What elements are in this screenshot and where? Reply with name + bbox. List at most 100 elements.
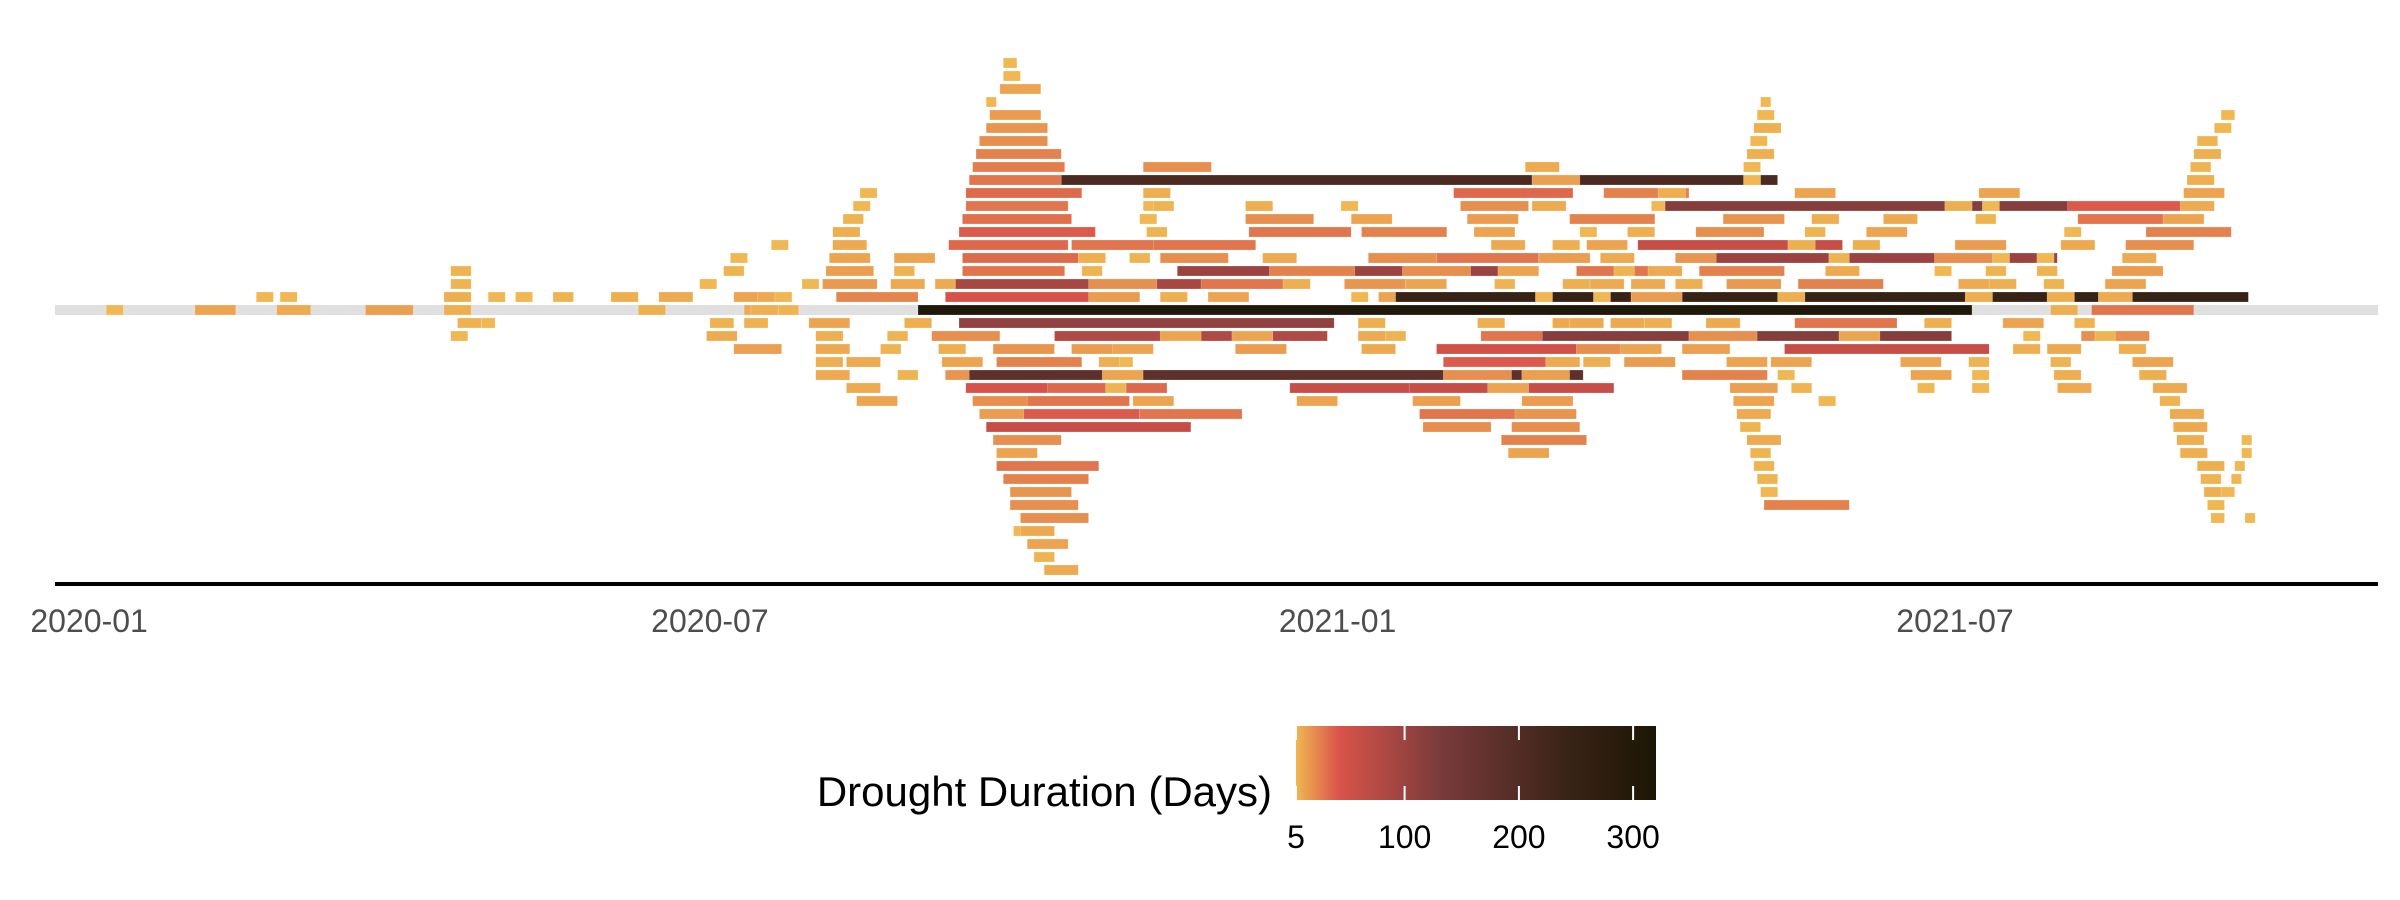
drought-event-bar — [1954, 239, 2007, 251]
drought-event-bar — [1020, 512, 1089, 524]
drought-event-bar — [1081, 265, 1103, 277]
drought-event-bar — [1569, 213, 1656, 225]
drought-event-bar — [2057, 382, 2092, 394]
drought-event-bar — [1613, 265, 1635, 277]
drought-event-bar — [1804, 226, 1826, 238]
drought-event-bar — [897, 369, 919, 381]
drought-event-bar — [825, 265, 875, 277]
drought-event-bar — [962, 252, 1079, 264]
drought-event-bar — [1698, 265, 1785, 277]
drought-event-bar — [1436, 252, 1540, 264]
drought-event-bar — [835, 291, 919, 303]
drought-event-bar — [1630, 278, 1666, 290]
drought-event-bar — [999, 83, 1042, 95]
drought-event-bar — [1627, 226, 1656, 238]
drought-event-bar — [1917, 382, 1935, 394]
drought-event-bar — [658, 291, 694, 303]
drought-event-bar — [2053, 369, 2082, 381]
drought-event-bar — [1777, 369, 1795, 381]
drought-event-bar — [1978, 187, 2021, 199]
drought-event-bar — [1982, 200, 2000, 212]
drought-event-bar — [2162, 213, 2205, 225]
drought-event-bar — [2043, 278, 2065, 290]
drought-event-bar — [941, 356, 984, 368]
drought-event-bar — [1026, 538, 1069, 550]
drought-event-bar — [880, 343, 902, 355]
drought-event-bar — [2179, 200, 2215, 212]
drought-event-bar — [859, 187, 878, 199]
drought-event-bar — [2220, 486, 2236, 498]
drought-event-bar — [365, 304, 414, 316]
drought-event-bar — [979, 135, 1048, 147]
drought-event-bar — [2098, 291, 2133, 303]
drought-event-bar — [1777, 291, 1806, 303]
drought-event-bars — [105, 57, 2256, 576]
drought-event-bar — [890, 278, 926, 290]
drought-event-bar — [965, 187, 1083, 199]
drought-event-bar — [1545, 356, 1581, 368]
color-legend: Drought Duration (Days) 5 100 200 300 — [817, 726, 1660, 855]
drought-event-bar — [1760, 486, 1778, 498]
drought-event-bar — [2094, 330, 2116, 342]
drought-event-bar — [962, 265, 1066, 277]
drought-event-bar — [1262, 252, 1297, 264]
drought-event-bar — [1443, 369, 1512, 381]
drought-event-bar — [1245, 213, 1314, 225]
drought-event-bar — [1207, 291, 1250, 303]
drought-event-bar — [1610, 317, 1645, 329]
drought-event-bar — [457, 317, 482, 329]
drought-event-bar — [1794, 187, 1836, 199]
drought-event-bar — [1153, 239, 1257, 251]
drought-event-bar — [1088, 291, 1141, 303]
drought-event-bar — [1159, 330, 1202, 342]
drought-event-bar — [832, 239, 868, 251]
drought-event-bar — [1657, 187, 1686, 199]
drought-event-bar — [2210, 512, 2225, 524]
drought-event-bar — [1119, 356, 1134, 368]
drought-event-bar — [1722, 213, 1785, 225]
drought-event-bar — [2173, 421, 2208, 433]
drought-event-bar — [2046, 343, 2082, 355]
drought-event-bar — [2022, 330, 2041, 342]
drought-event-bar — [1405, 278, 1448, 290]
drought-event-bar — [2179, 447, 2208, 459]
drought-event-bar — [1009, 499, 1079, 511]
drought-event-bar — [1061, 174, 1778, 186]
drought-event-bar — [1760, 96, 1772, 108]
drought-event-bar — [279, 291, 298, 303]
drought-event-bar — [1971, 369, 1990, 381]
drought-event-bar — [2196, 460, 2225, 472]
drought-event-bar — [1494, 278, 1516, 290]
drought-event-bar — [1729, 382, 1779, 394]
drought-event-bar — [1412, 395, 1461, 407]
drought-event-bar — [1791, 382, 1813, 394]
drought-event-bar — [443, 291, 472, 303]
drought-event-bar — [1975, 213, 1997, 225]
drought-event-bar — [2193, 148, 2222, 160]
drought-event-bar — [1248, 226, 1352, 238]
drought-event-bar — [1753, 460, 1775, 472]
drought-event-bar — [2234, 460, 2246, 472]
legend-tick-label: 5 — [1287, 819, 1305, 855]
drought-event-bar — [1623, 356, 1676, 368]
drought-event-bar — [1521, 369, 1570, 381]
drought-event-bar — [1838, 330, 1881, 342]
drought-event-bar — [1726, 278, 1782, 290]
drought-event-bar — [1784, 343, 1990, 355]
drought-event-bar — [1746, 434, 1782, 446]
drought-event-bar — [1964, 291, 1993, 303]
drought-event-bar — [1900, 356, 1942, 368]
drought-event-bar — [2002, 317, 2045, 329]
drought-event-bar — [1477, 317, 1506, 329]
drought-event-bar — [450, 278, 472, 290]
drought-event-bar — [972, 161, 1065, 173]
drought-event-bar — [979, 408, 1031, 420]
drought-event-bar — [730, 252, 748, 264]
drought-event-bar — [1296, 395, 1338, 407]
drought-event-bar — [1988, 278, 2017, 290]
drought-event-bar — [1675, 278, 1703, 290]
drought-event-bar — [1593, 291, 1611, 303]
drought-event-bar — [1794, 317, 1898, 329]
drought-event-bar — [828, 252, 871, 264]
drought-event-bar — [2046, 291, 2075, 303]
